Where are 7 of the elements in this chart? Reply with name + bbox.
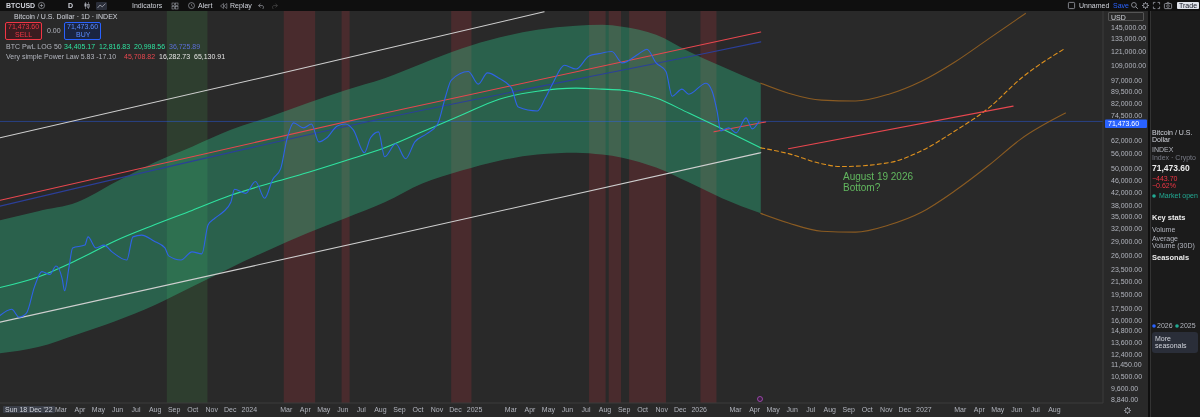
line-series [0, 48, 760, 318]
line-series [760, 112, 1066, 233]
annotation: August 19 2026 Bottom? [843, 171, 914, 193]
text: 71,473.60 [1152, 163, 1190, 173]
line-series [0, 87, 762, 289]
line-series [760, 47, 1066, 168]
line-series [760, 12, 1026, 102]
